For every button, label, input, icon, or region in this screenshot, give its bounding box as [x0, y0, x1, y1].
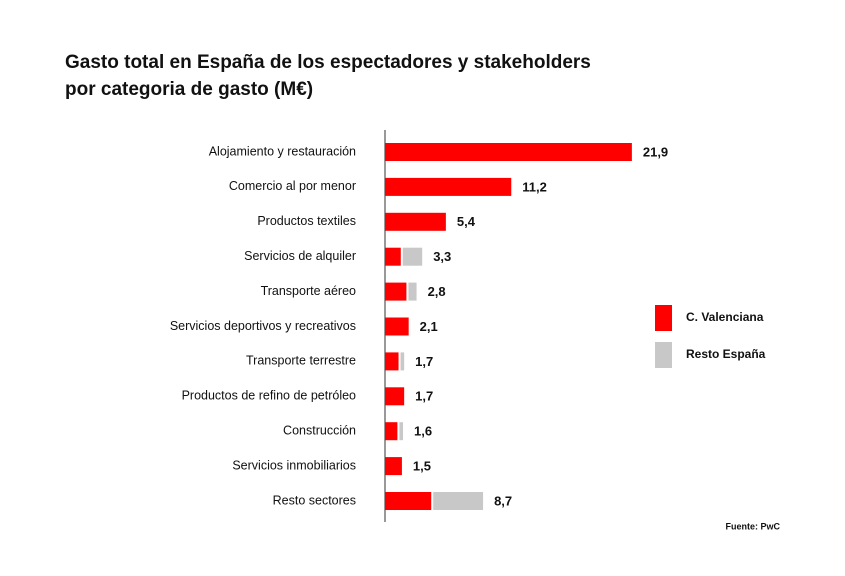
legend-swatch	[655, 342, 672, 368]
chart-title: por categoria de gasto (M€)	[65, 79, 313, 100]
data-label: 1,7	[415, 354, 433, 369]
source: Fuente: PwC	[725, 521, 780, 531]
bar-segment	[408, 282, 417, 301]
legend-label: Resto España	[686, 347, 766, 361]
data-label: 1,6	[414, 424, 432, 439]
y-tick-label: Construcción	[283, 423, 356, 437]
data-label: 2,1	[420, 319, 438, 334]
data-label: 5,4	[457, 214, 476, 229]
bar-segment	[385, 247, 401, 266]
bar-segment	[399, 422, 404, 441]
bar-segment	[385, 387, 405, 406]
bar-segment	[385, 457, 402, 476]
legend-label: C. Valenciana	[686, 310, 764, 324]
chart-title: Gasto total en España de los espectadore…	[65, 52, 591, 73]
bar-segment	[385, 422, 398, 441]
y-tick-label: Productos textiles	[257, 214, 356, 228]
bar-segment	[385, 352, 399, 371]
data-label: 3,3	[433, 249, 451, 264]
y-tick-label: Transporte terrestre	[246, 354, 356, 368]
y-tick-label: Resto sectores	[273, 493, 356, 507]
y-tick-label: Productos de refino de petróleo	[182, 389, 356, 403]
data-label: 2,8	[428, 284, 446, 299]
data-label: 11,2	[522, 179, 547, 194]
bar-segment	[385, 492, 432, 510]
legend-swatch	[655, 305, 672, 331]
y-tick-label: Servicios deportivos y recreativos	[170, 319, 356, 333]
data-label: 8,7	[494, 493, 512, 508]
bar-segment	[400, 352, 405, 371]
y-tick-label: Servicios inmobiliarios	[232, 458, 356, 472]
y-tick-label: Alojamiento y restauración	[209, 144, 356, 158]
data-label: 1,7	[415, 389, 433, 404]
bar-segment	[402, 247, 423, 266]
bar-segment	[385, 143, 632, 161]
data-label: 1,5	[413, 459, 431, 474]
bar-segment	[433, 492, 484, 510]
bar-segment	[385, 212, 446, 231]
bar-segment	[385, 317, 409, 336]
bar-segment	[385, 177, 512, 196]
y-tick-label: Servicios de alquiler	[244, 249, 356, 263]
data-label: 21,9	[643, 144, 668, 159]
y-tick-label: Comercio al por menor	[229, 179, 356, 193]
y-tick-label: Transporte aéreo	[261, 284, 356, 298]
bar-segment	[385, 282, 407, 301]
